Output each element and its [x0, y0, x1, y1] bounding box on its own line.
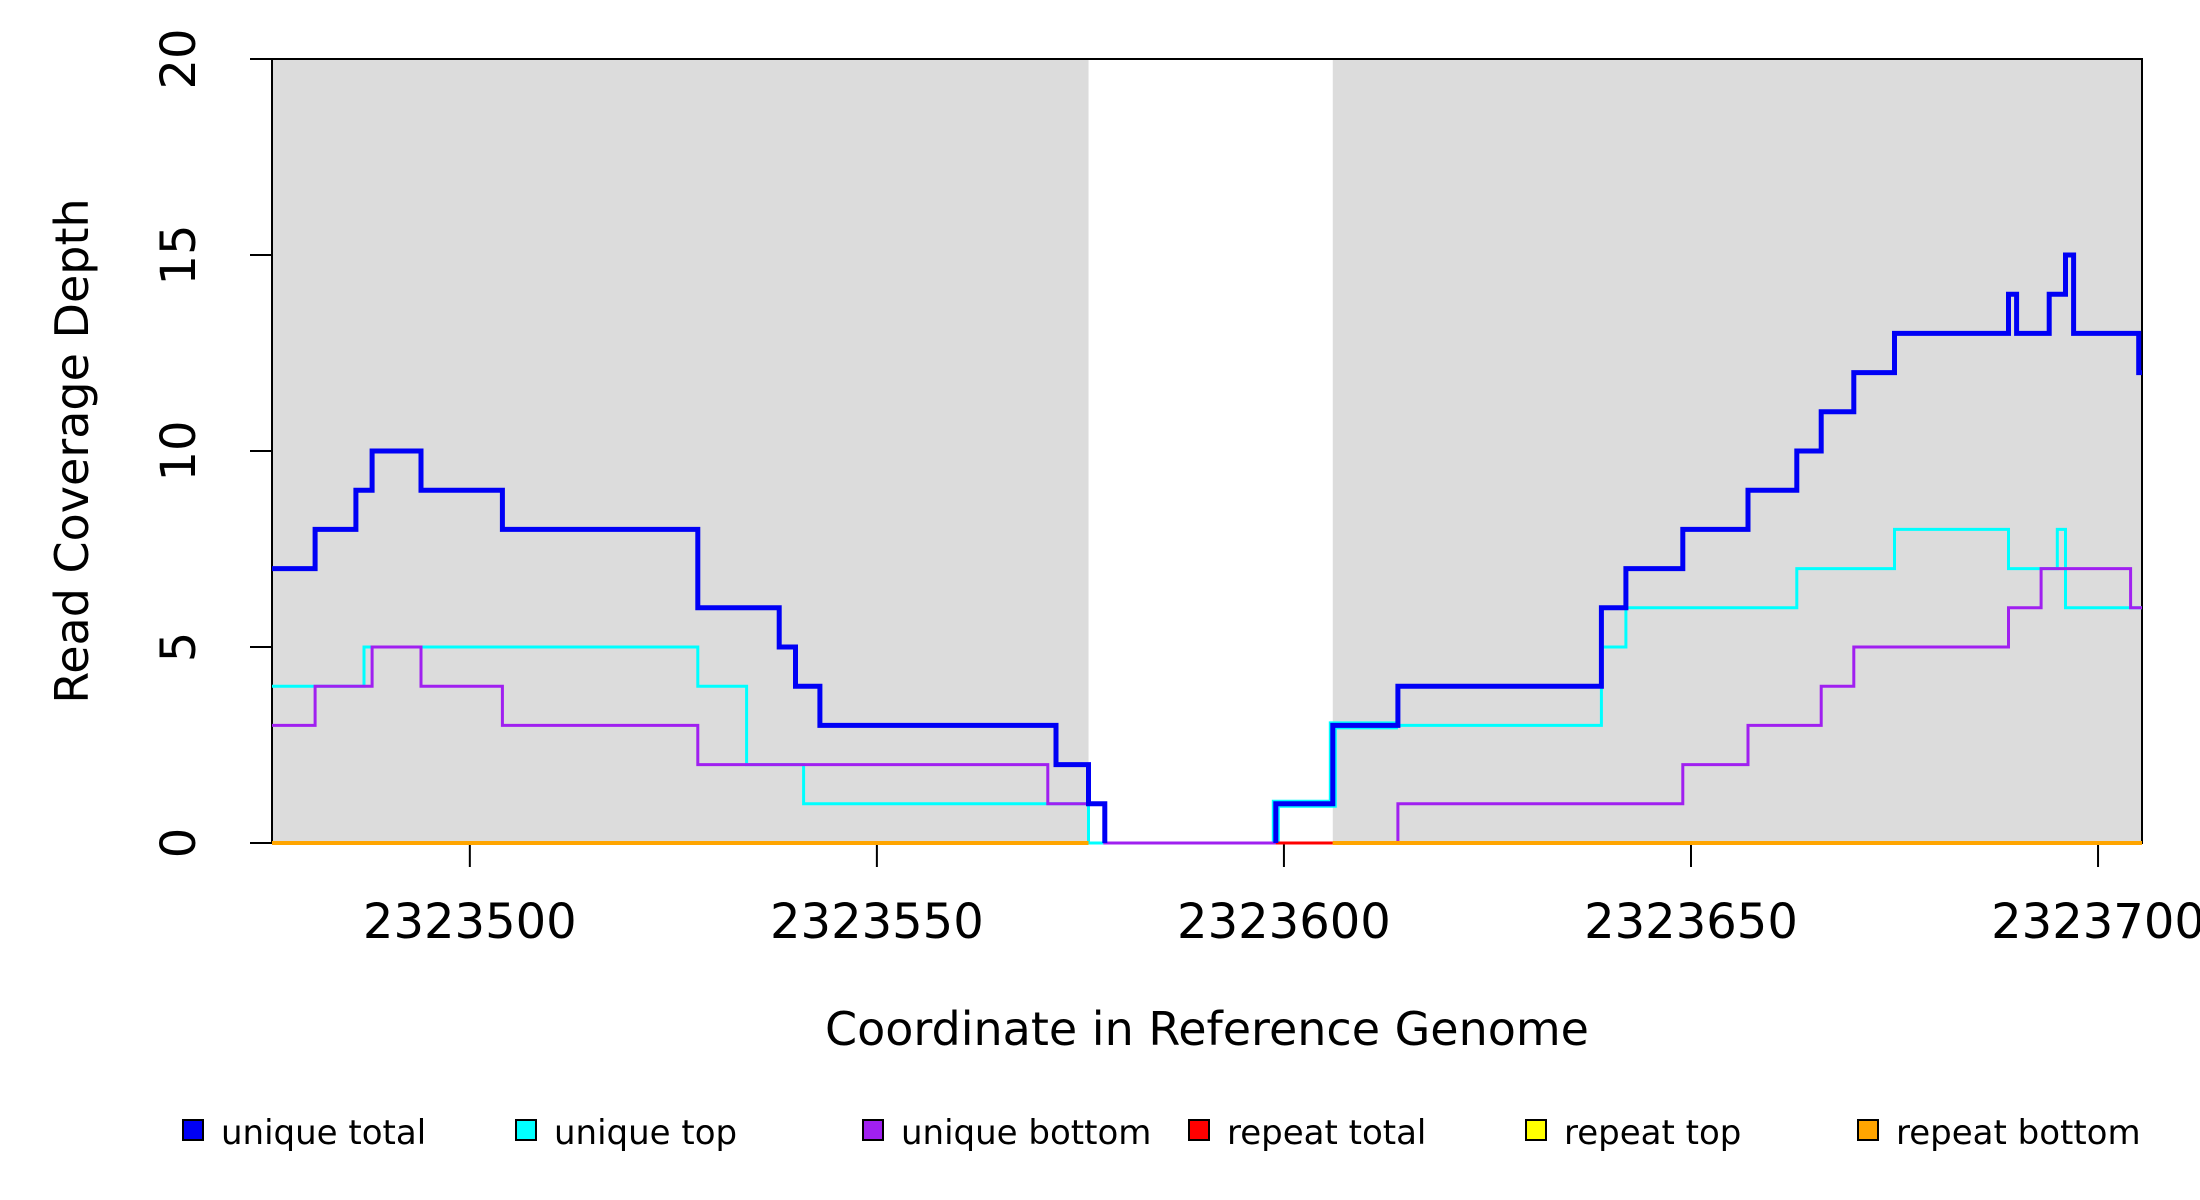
series-segment [272, 645, 1105, 845]
legend-item: unique total [182, 1113, 426, 1153]
legend-swatch-icon [1857, 1119, 1879, 1141]
legend-item: unique bottom [862, 1113, 1151, 1153]
legend-item: repeat total [1188, 1113, 1426, 1153]
shaded-regions [272, 59, 2142, 843]
legend-item: unique top [515, 1113, 737, 1153]
legend-swatch-icon [515, 1119, 537, 1141]
legend-item: repeat bottom [1857, 1113, 2141, 1153]
x-tick-label: 2323500 [363, 894, 577, 950]
series-lines [272, 252, 2142, 845]
plot-band [1332, 59, 2142, 843]
series-segment [1397, 527, 2142, 727]
y-tick-label: 15 [151, 224, 207, 285]
y-tick-label: 5 [151, 632, 207, 663]
legend-label: repeat top [1564, 1113, 1741, 1153]
series-segment [1273, 252, 2142, 843]
series-line-unique-total [272, 252, 2142, 843]
y-tick-label: 0 [151, 828, 207, 859]
y-tick-label: 10 [151, 420, 207, 481]
y-tick-label: 20 [151, 28, 207, 89]
legend-swatch-icon [862, 1119, 884, 1141]
legend-item: repeat top [1525, 1113, 1741, 1153]
x-tick-label: 2323550 [770, 894, 984, 950]
legend-swatch-icon [1525, 1119, 1547, 1141]
legend-label: repeat bottom [1896, 1113, 2141, 1153]
x-tick-label: 2323600 [1177, 894, 1391, 950]
series-segment [272, 567, 2142, 845]
y-axis-title: Read Coverage Depth [45, 198, 99, 703]
legend: unique total unique top unique bottom repea… [182, 1113, 2141, 1153]
legend-label: repeat total [1227, 1113, 1426, 1153]
legend-label: unique top [554, 1113, 737, 1153]
legend-label: unique bottom [901, 1113, 1151, 1153]
legend-label: unique total [221, 1113, 426, 1153]
series-line-unique-bottom [272, 567, 2142, 845]
legend-swatch-icon [1188, 1119, 1210, 1141]
axes: 2323500 2323550 2323600 2323650 2323700 0 5 10 1… [45, 28, 2200, 1056]
x-tick-label: 2323700 [1991, 894, 2200, 950]
series-segment [272, 448, 1108, 843]
x-axis-title: Coordinate in Reference Genome [825, 1002, 1589, 1056]
legend-swatch-icon [182, 1119, 204, 1141]
x-tick-label: 2323650 [1584, 894, 1798, 950]
